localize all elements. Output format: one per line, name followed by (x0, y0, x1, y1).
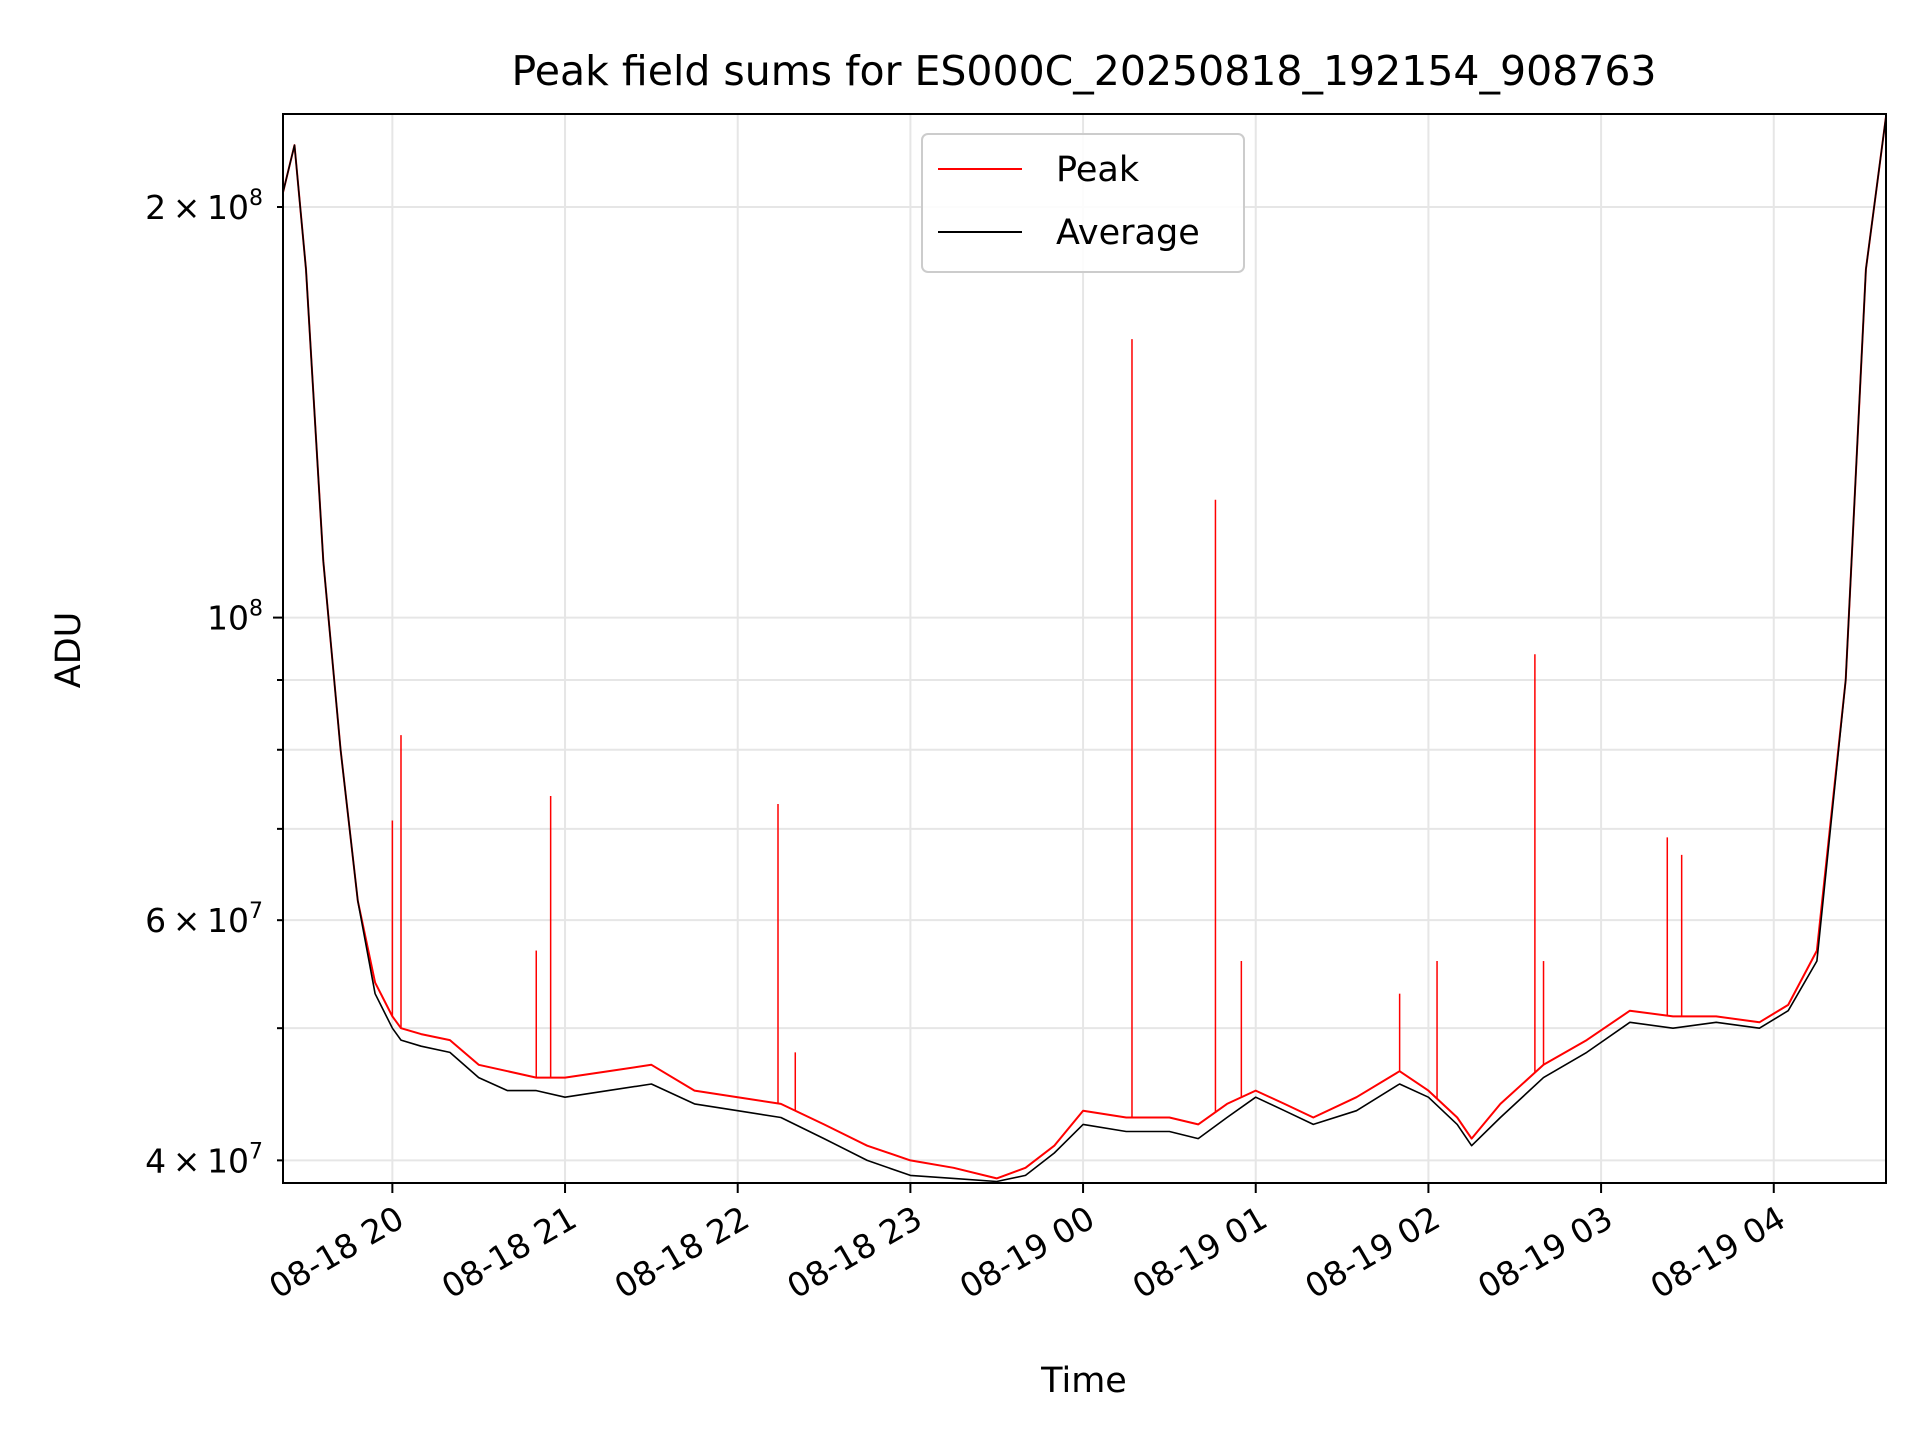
series-line-peak (282, 116, 1887, 1180)
plot-frame (282, 113, 1887, 1184)
x-tick-label: 08-18 20 (262, 1198, 410, 1306)
x-axis: 08-18 20 08-18 21 08-18 22 08-18 23 08-19 00… (262, 1183, 1792, 1306)
x-tick-label: 08-19 01 (1126, 1198, 1274, 1306)
grid (283, 114, 1886, 1183)
series-layer (282, 116, 1887, 1183)
y-axis-label: ADU (49, 612, 89, 689)
series-line-average (282, 116, 1887, 1183)
x-axis-label: Time (1040, 1361, 1127, 1401)
y-axis: 4 × 107 6 × 107 2 × 108 108 (145, 186, 283, 1180)
x-tick-label: 08-19 00 (953, 1198, 1101, 1306)
legend: Peak Average (921, 133, 1245, 273)
x-tick-label: 08-19 03 (1471, 1198, 1619, 1306)
y-tick-label: 4 × 107 (145, 1139, 263, 1180)
y-tick-label: 108 (207, 597, 263, 638)
legend-label-peak: Peak (1056, 150, 1140, 190)
x-tick-label: 08-18 21 (435, 1198, 583, 1306)
y-tick-label: 6 × 107 (145, 899, 263, 940)
x-tick-label: 08-18 23 (780, 1198, 928, 1306)
x-tick-label: 08-19 04 (1644, 1198, 1792, 1306)
x-tick-label: 08-18 22 (608, 1198, 756, 1306)
x-tick-label: 08-19 02 (1298, 1198, 1446, 1306)
legend-label-average: Average (1056, 213, 1200, 253)
chart-title: Peak field sums for ES000C_20250818_1921… (512, 47, 1657, 95)
y-tick-label: 2 × 108 (145, 186, 263, 227)
